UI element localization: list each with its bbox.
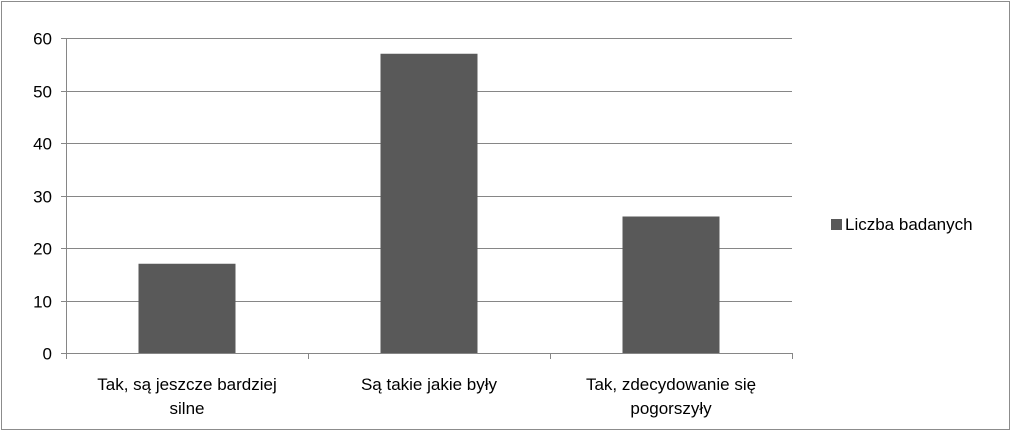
y-tick-label: 50 [33,83,52,102]
y-tick-label: 10 [33,293,52,312]
legend-swatch [831,219,842,230]
y-tick-label: 40 [33,135,52,154]
bars [138,53,720,353]
y-tick-label: 60 [33,30,52,49]
legend: Liczba badanych [831,215,973,234]
y-tick-label: 20 [33,240,52,259]
y-tick-label: 0 [43,345,52,364]
x-tick-label: Są takie jakie były [361,375,498,394]
y-tick-label: 30 [33,188,52,207]
bar [380,53,478,353]
x-tick-label: Tak, są jeszcze bardziej silne [97,375,277,418]
x-tick-label: Tak, zdecydowanie się pogorszyły [586,375,756,418]
y-tick-labels: 0 10 20 30 40 50 60 [33,30,52,364]
bar [138,263,236,353]
bar [622,216,720,353]
legend-label: Liczba badanych [845,215,973,234]
axes [61,38,793,359]
x-tick-labels: Tak, są jeszcze bardziej silne Są takie ja… [97,375,756,418]
